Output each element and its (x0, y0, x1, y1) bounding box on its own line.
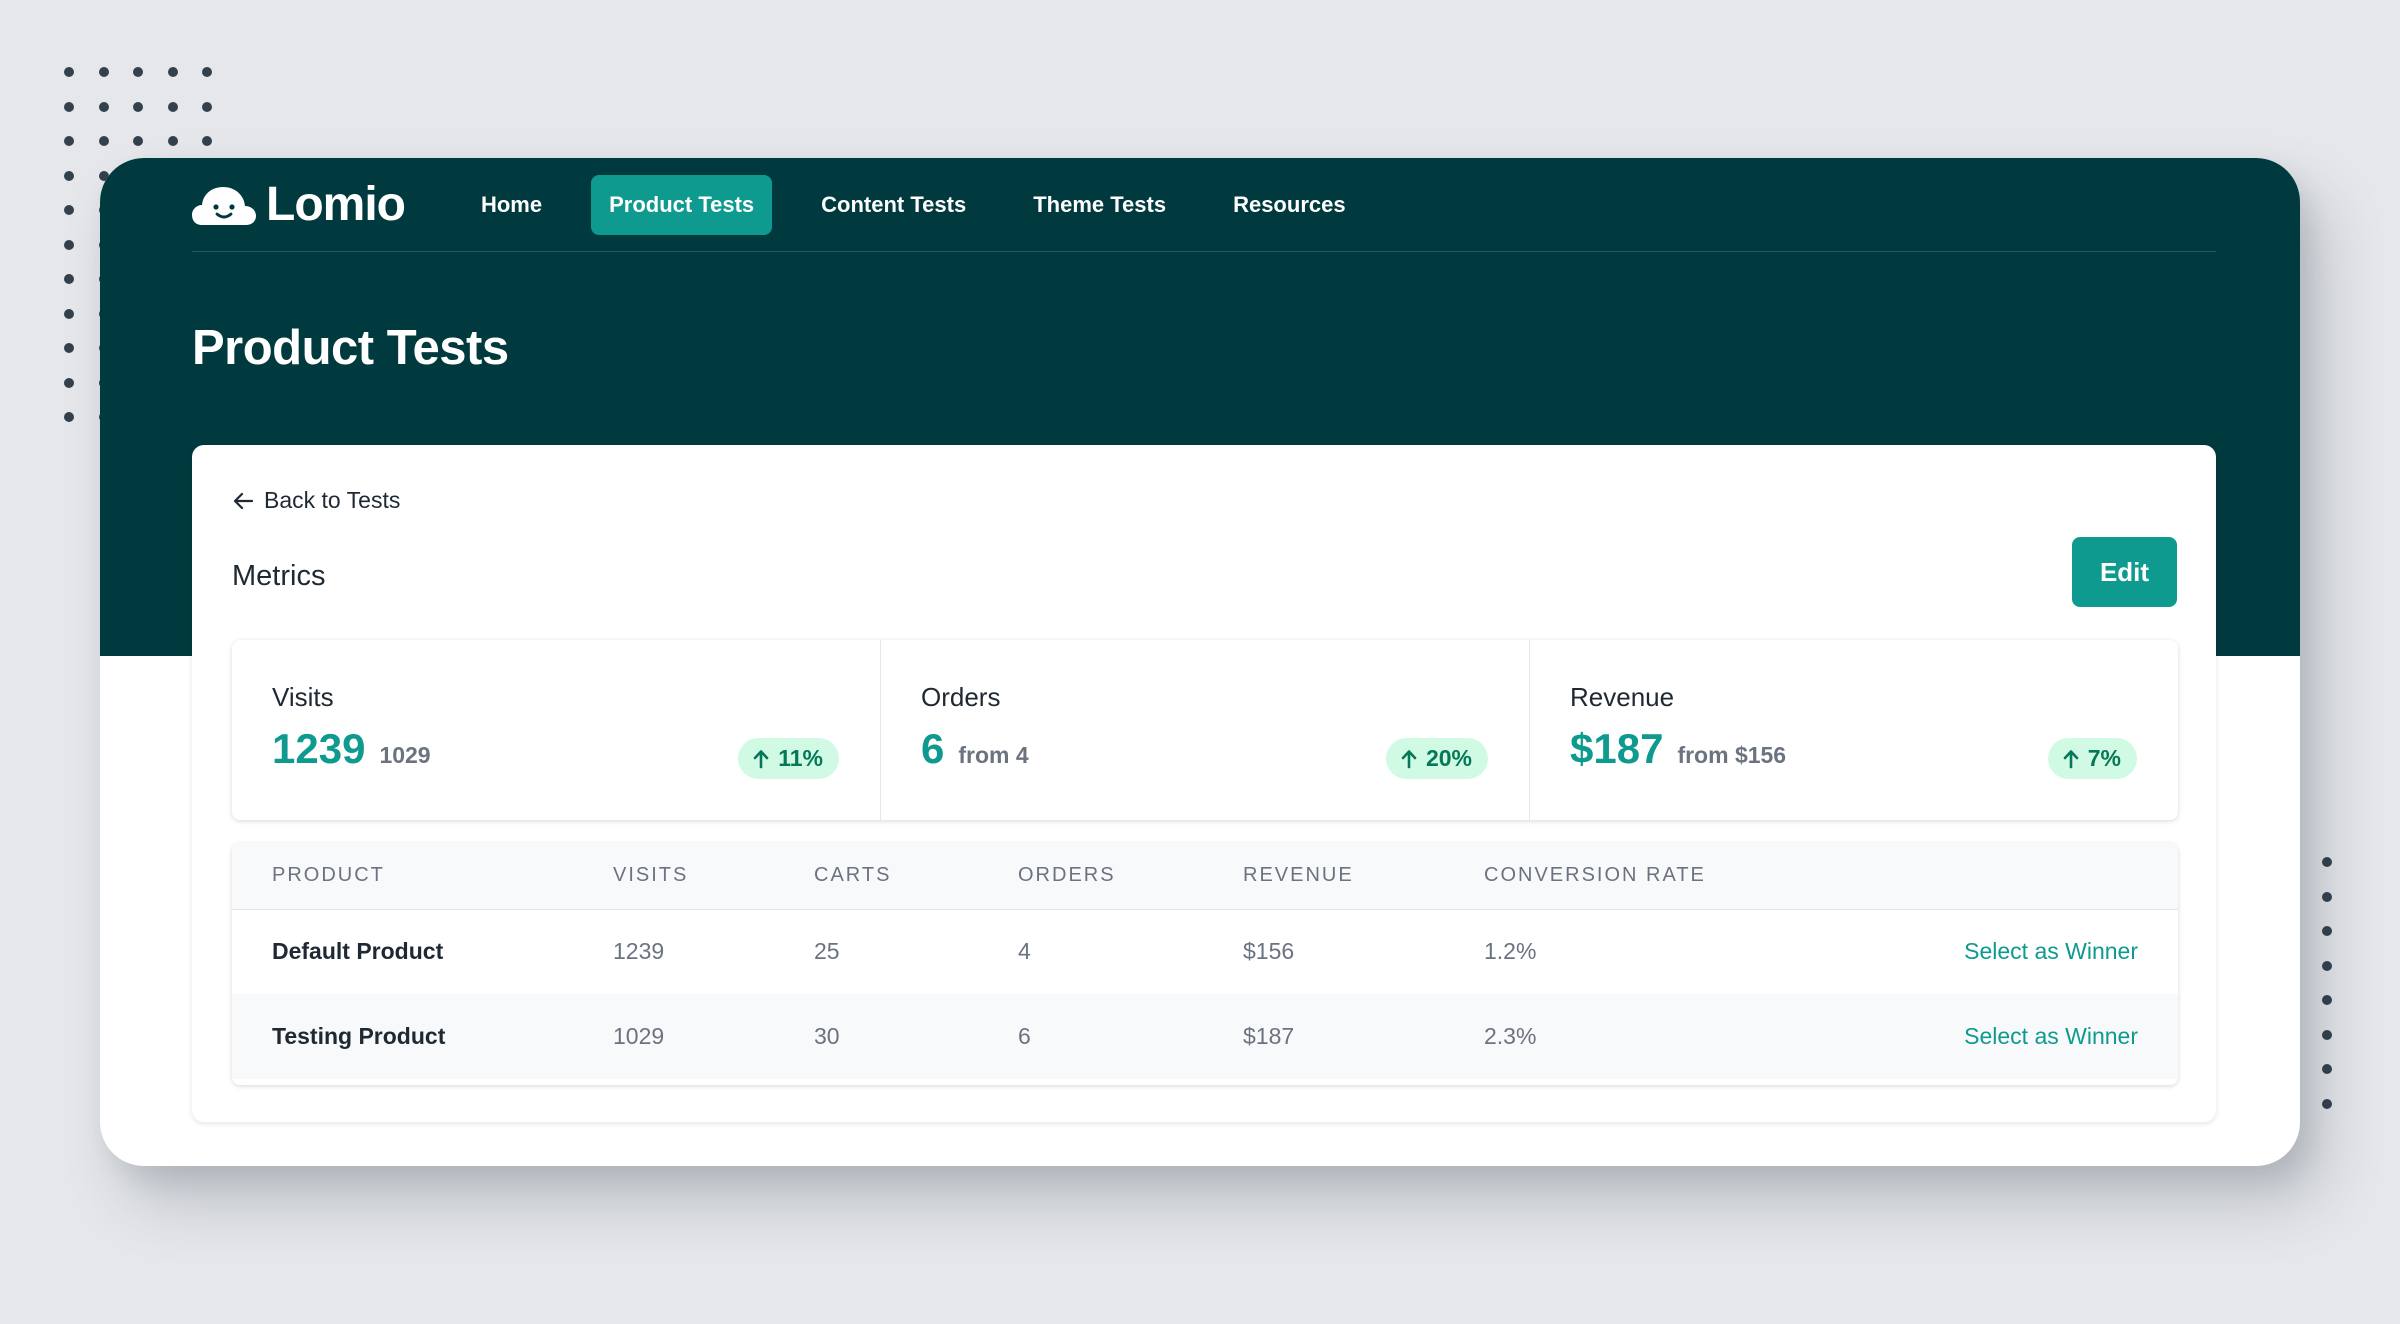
stat-previous: 1029 (379, 742, 431, 768)
select-as-winner-link[interactable]: Select as Winner (1964, 938, 2138, 965)
cell-product: Default Product (272, 938, 444, 965)
cell-carts: 30 (814, 1023, 840, 1049)
stat-visits: Visits 1239 1029 11% (232, 640, 880, 820)
cell-action: Select as Winner (1837, 909, 2178, 994)
table-row: Default Product 1239 25 4 $156 1.2% Sele… (232, 909, 2178, 994)
cell-revenue: $187 (1243, 1023, 1295, 1049)
top-navbar: Lomio Home Product Tests Content Tests T… (192, 158, 2216, 252)
cell-carts: 25 (814, 938, 840, 965)
cell-visits: 1029 (613, 1023, 665, 1049)
stat-label: Revenue (1570, 682, 1675, 712)
nav-theme-tests[interactable]: Theme Tests (1033, 191, 1167, 217)
arrow-up-icon (1401, 749, 1417, 768)
select-as-winner-link[interactable]: Select as Winner (1964, 1023, 2138, 1049)
stat-previous: from $156 (1677, 742, 1787, 768)
cloud-smile-icon (192, 186, 256, 225)
cell-conversion-rate: 2.3% (1484, 1023, 1537, 1049)
cell-revenue: $156 (1243, 938, 1295, 965)
arrow-left-icon (233, 492, 254, 509)
nav-product-tests[interactable]: Product Tests (591, 174, 773, 235)
cell-orders: 6 (1018, 1023, 1031, 1049)
arrow-up-icon (753, 749, 769, 768)
stat-revenue: Revenue $187 from $156 7% (1529, 640, 2178, 820)
stat-value: 6 (921, 725, 945, 772)
stat-value: $187 (1570, 725, 1664, 772)
stat-value: 1239 (272, 725, 366, 772)
back-to-tests-link[interactable]: Back to Tests (232, 487, 400, 514)
change-badge: 20% (1385, 738, 1488, 779)
product-comparison-table: Product Visits Carts Orders Revenue Conv… (232, 843, 2178, 1085)
stat-label: Orders (921, 682, 1001, 712)
logo[interactable]: Lomio (192, 177, 406, 232)
column-header-conversion-rate: Conversion Rate (1484, 843, 1838, 910)
column-header-visits: Visits (613, 843, 814, 910)
table-row: Testing Product 1029 30 6 $187 2.3% Sele… (232, 994, 2178, 1079)
stat-previous: from 4 (958, 742, 1029, 768)
table-header-row: Product Visits Carts Orders Revenue Conv… (232, 843, 2178, 910)
edit-button[interactable]: Edit (2072, 537, 2177, 607)
nav-home[interactable]: Home (480, 191, 543, 217)
logo-text: Lomio (266, 178, 406, 231)
nav-resources[interactable]: Resources (1233, 191, 1346, 217)
stat-orders: Orders 6 from 4 20% (880, 640, 1529, 820)
nav-content-tests[interactable]: Content Tests (821, 191, 967, 217)
change-badge: 7% (2047, 738, 2137, 779)
cell-orders: 4 (1018, 938, 1031, 965)
app-window: Lomio Home Product Tests Content Tests T… (100, 158, 2300, 1166)
cell-conversion-rate: 1.2% (1484, 938, 1537, 965)
change-value: 11% (778, 745, 823, 771)
stats-panel: Visits 1239 1029 11% Orders (232, 640, 2178, 820)
metrics-card: Back to Tests Metrics Edit Visits 1239 1… (192, 445, 2216, 1122)
column-header-product: Product (232, 843, 613, 910)
back-link-label: Back to Tests (264, 487, 401, 513)
cell-product: Testing Product (272, 1023, 446, 1049)
change-value: 7% (2087, 745, 2121, 771)
column-header-carts: Carts (814, 843, 1018, 910)
page-title: Product Tests (192, 321, 509, 375)
column-header-orders: Orders (1018, 843, 1243, 910)
stat-label: Visits (272, 682, 334, 712)
metrics-title: Metrics (232, 560, 326, 592)
cell-action: Select as Winner (1837, 994, 2178, 1079)
change-badge: 11% (738, 738, 839, 779)
arrow-up-icon (2063, 749, 2079, 768)
cell-visits: 1239 (613, 938, 665, 965)
change-value: 20% (1425, 745, 1472, 771)
column-header-revenue: Revenue (1243, 843, 1484, 910)
column-header-action (1837, 843, 2178, 910)
